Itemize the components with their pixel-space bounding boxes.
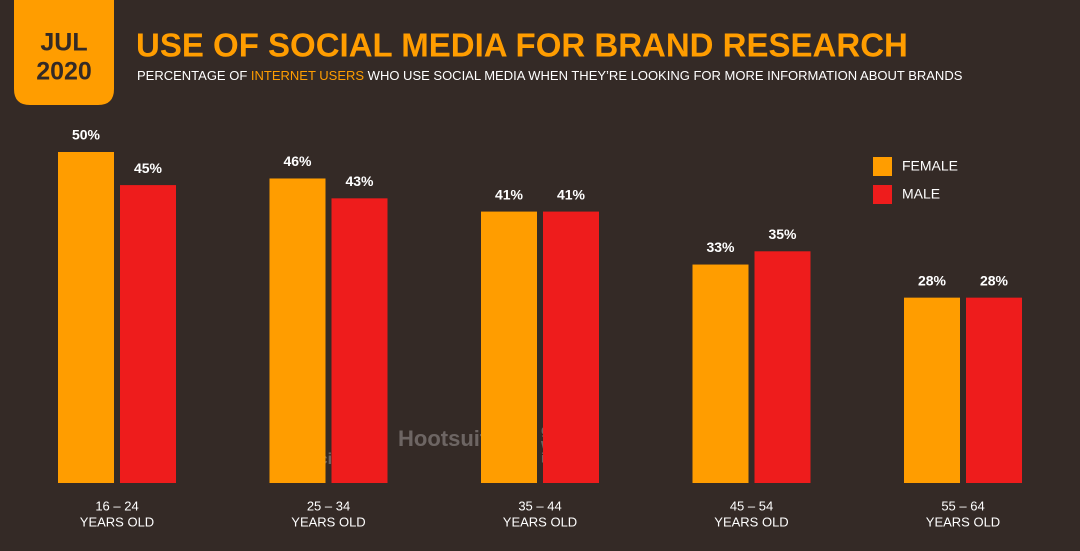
x-tick-label: 55 – 64	[941, 498, 984, 513]
bar	[692, 264, 749, 483]
legend-swatch	[873, 185, 892, 204]
x-tick-label: 16 – 24	[95, 498, 138, 513]
x-tick-label: YEARS OLD	[80, 514, 154, 529]
bar	[543, 211, 599, 483]
chart-subtitle: PERCENTAGE OF INTERNET USERS WHO USE SOC…	[137, 68, 963, 83]
value-label: 41%	[557, 186, 586, 202]
subtitle-part: WHO USE SOCIAL MEDIA WHEN THEY’RE LOOKIN…	[364, 68, 963, 83]
bar	[904, 297, 960, 483]
date-badge	[14, 0, 114, 105]
badge-month: JUL	[40, 29, 87, 57]
legend-label: MALE	[902, 186, 940, 202]
value-label: 41%	[495, 186, 524, 202]
x-tick-label: YEARS OLD	[291, 514, 365, 529]
value-label: 33%	[706, 239, 735, 255]
bar	[481, 211, 537, 483]
x-tick-label: 45 – 54	[730, 498, 773, 513]
bar	[120, 185, 176, 483]
bar	[966, 297, 1022, 483]
value-label: 43%	[345, 173, 374, 189]
chart-title: USE OF SOCIAL MEDIA FOR BRAND RESEARCH	[136, 27, 908, 64]
bar	[269, 178, 326, 484]
value-label: 45%	[134, 160, 163, 176]
x-tick-label: YEARS OLD	[926, 514, 1000, 529]
x-tick-label: 25 – 34	[307, 498, 350, 513]
badge-year: 2020	[36, 58, 92, 86]
subtitle-part: PERCENTAGE OF	[137, 68, 251, 83]
value-label: 50%	[72, 127, 101, 143]
value-label: 28%	[980, 272, 1009, 288]
bar	[331, 198, 388, 483]
value-label: 35%	[768, 226, 797, 242]
bar	[754, 251, 811, 483]
legend-swatch	[873, 157, 892, 176]
value-label: 28%	[918, 272, 947, 288]
bar	[58, 152, 114, 483]
value-label: 46%	[283, 153, 312, 169]
legend-label: FEMALE	[902, 158, 958, 174]
x-tick-label: 35 – 44	[518, 498, 561, 513]
x-tick-label: YEARS OLD	[714, 514, 788, 529]
x-tick-label: YEARS OLD	[503, 514, 577, 529]
subtitle-highlight: INTERNET USERS	[251, 68, 364, 83]
